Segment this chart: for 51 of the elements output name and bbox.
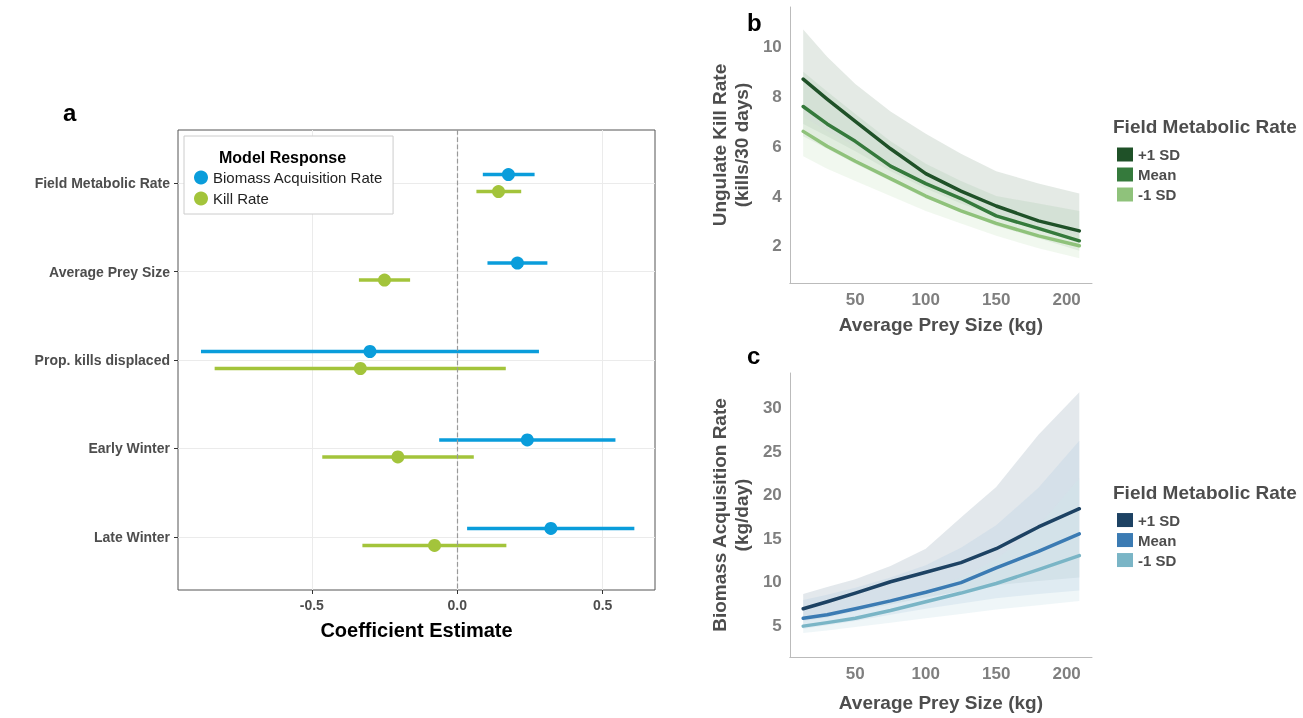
x-tick-label: 100 bbox=[911, 290, 940, 310]
x-axis-title: Average Prey Size (kg) bbox=[838, 313, 1043, 335]
y-tick-label: 15 bbox=[762, 528, 782, 548]
x-axis-title: Average Prey Size (kg) bbox=[838, 691, 1043, 713]
legend-label: -1 SD bbox=[1138, 186, 1177, 203]
y-tick-label: 10 bbox=[762, 572, 782, 592]
y-tick-label: 6 bbox=[772, 136, 782, 156]
y-tick-label: 25 bbox=[762, 441, 782, 461]
legend-label: Kill Rate bbox=[213, 190, 269, 207]
y-tick-label: 2 bbox=[772, 236, 782, 256]
x-tick-label: 100 bbox=[911, 664, 940, 683]
x-tick-label: 0.5 bbox=[592, 597, 613, 613]
line-series bbox=[801, 532, 1082, 621]
chart-title: b bbox=[747, 8, 762, 36]
line-series bbox=[801, 104, 1082, 243]
x-tick-label: 50 bbox=[845, 290, 865, 310]
x-tick-label: 50 bbox=[845, 664, 865, 683]
x-axis-title: Coefficient Estimate bbox=[320, 619, 513, 641]
x-tick-label: 150 bbox=[982, 664, 1011, 683]
legend-label: Mean bbox=[1138, 166, 1177, 183]
y-axis-title: Ungulate Kill Rate (kills/30 days) bbox=[708, 63, 752, 227]
line-series bbox=[801, 553, 1082, 628]
chart-title: c bbox=[747, 341, 761, 369]
y-tick-label: 8 bbox=[772, 87, 782, 107]
chart-title: a bbox=[63, 98, 77, 126]
x-tick-label: 200 bbox=[1052, 664, 1081, 683]
y-axis-title: Biomass Acquisition Rate (kg/day) bbox=[708, 398, 752, 632]
x-tick-label: 200 bbox=[1052, 290, 1081, 310]
legend-label: -1 SD bbox=[1138, 551, 1177, 569]
line-series bbox=[801, 506, 1082, 611]
x-tick-label: -0.5 bbox=[299, 597, 325, 613]
x-tick-label: 0.0 bbox=[447, 597, 468, 613]
y-tick-label: 20 bbox=[762, 485, 782, 505]
y-tick-label: 5 bbox=[772, 615, 782, 635]
y-tick-label: 10 bbox=[762, 37, 782, 57]
y-tick-label: Field Metabolic Rate bbox=[34, 175, 171, 192]
legend-title: Model Response bbox=[219, 148, 347, 166]
y-tick-label: 4 bbox=[772, 186, 783, 206]
y-tick-label: Prop. kills displaced bbox=[34, 352, 170, 368]
y-tick-label: 30 bbox=[762, 398, 782, 418]
y-tick-label: Late Winter bbox=[93, 528, 171, 545]
legend-label: +1 SD bbox=[1138, 146, 1181, 163]
legend-title: Field Metabolic Rate bbox=[1113, 481, 1297, 503]
line-series bbox=[801, 129, 1082, 248]
x-tick-label: 150 bbox=[982, 290, 1011, 310]
legend-label: Biomass Acquisition Rate bbox=[213, 169, 383, 186]
y-tick-label: Average Prey Size bbox=[49, 263, 171, 280]
legend-label: +1 SD bbox=[1138, 511, 1181, 529]
legend-label: Mean bbox=[1138, 531, 1177, 549]
legend-title: Field Metabolic Rate bbox=[1113, 116, 1297, 137]
y-tick-label: Early Winter bbox=[88, 440, 171, 457]
